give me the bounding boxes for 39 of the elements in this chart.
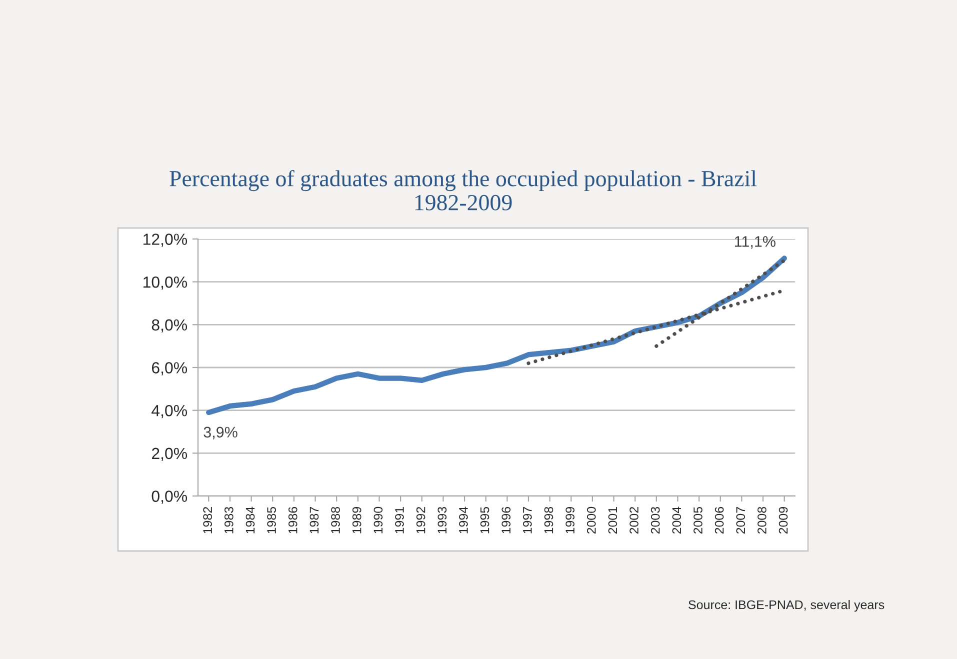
x-tick-label: 1999 — [566, 507, 574, 534]
y-tick-label: 10,0% — [144, 276, 188, 290]
data-label: 11,1% — [734, 236, 776, 249]
x-tick-label: 1996 — [502, 506, 511, 534]
y-tick-label: 0,0% — [152, 490, 188, 504]
x-tick-label: 1994 — [459, 506, 468, 534]
x-tick-label: 1983 — [224, 506, 234, 534]
x-tick-label: 1990 — [374, 506, 383, 534]
source-note: Source: IBGE-PNAD, several years — [688, 600, 884, 612]
x-tick-label: 2009 — [778, 507, 788, 534]
x-tick-label: 1984 — [246, 506, 255, 534]
x-tick-label: 2008 — [758, 506, 766, 534]
x-tick-label: 1993 — [438, 506, 447, 534]
x-tick-label: 1989 — [352, 507, 362, 534]
x-tick-label: 2004 — [672, 506, 682, 534]
x-tick-label: 2005 — [694, 506, 702, 534]
x-tick-label: 1986 — [288, 506, 298, 534]
x-tick-label: 1992 — [416, 507, 426, 534]
x-tick-label: 1995 — [480, 506, 490, 534]
y-tick-label: 8,0% — [152, 319, 188, 332]
y-tick-label: 2,0% — [152, 448, 188, 461]
x-tick-label: 2001 — [608, 507, 618, 534]
y-tick-label: 12,0% — [144, 234, 188, 247]
x-tick-label: 1987 — [310, 507, 319, 534]
x-tick-label: 1988 — [331, 506, 340, 534]
x-tick-label: 2006 — [714, 506, 724, 534]
x-tick-label: 1998 — [544, 506, 554, 534]
x-tick-label: 2003 — [650, 506, 660, 534]
y-tick-label: 4,0% — [152, 404, 188, 418]
x-tick-label: 2007 — [736, 507, 746, 534]
chart-title: Percentage of graduates among the occupied population - Brazil 1982-2009 — [170, 170, 757, 210]
x-tick-label: 2002 — [630, 507, 638, 534]
data-label: 3,9% — [204, 426, 238, 440]
x-tick-label: 1991 — [395, 507, 404, 534]
x-tick-label: 1997 — [522, 507, 532, 534]
y-tick-label: 6,0% — [152, 362, 188, 376]
x-tick-label: 1982 — [203, 507, 212, 534]
x-tick-label: 2000 — [586, 506, 596, 534]
x-tick-label: 1985 — [267, 506, 276, 534]
